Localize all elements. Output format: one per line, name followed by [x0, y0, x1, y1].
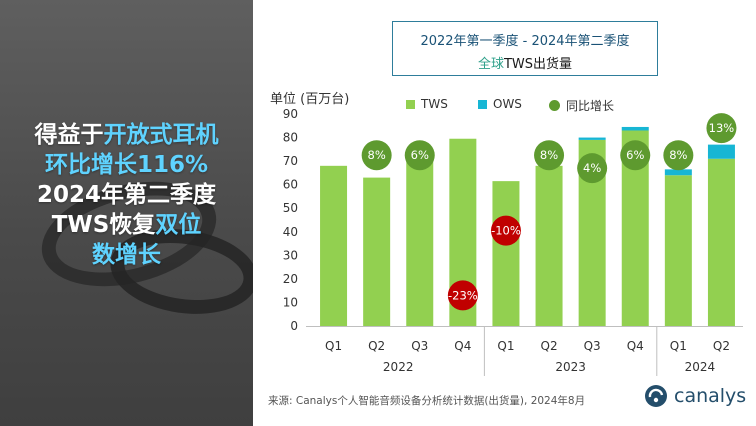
y-tick-label: 70	[283, 154, 298, 168]
growth-label-5: 8%	[540, 148, 558, 162]
bar-tws-8	[664, 175, 692, 326]
y-axis-unit-label: 单位 (百万台)	[270, 92, 350, 107]
x-tick-label: Q2	[368, 339, 385, 353]
headline-line-2: 环比增长116%	[44, 152, 209, 178]
headline-line-5: 数增长	[92, 242, 161, 268]
growth-label-6: 4%	[583, 161, 601, 175]
y-tick-label: 40	[283, 225, 298, 239]
legend-item-tws: TWS	[406, 97, 448, 111]
growth-label-3: -23%	[448, 288, 478, 302]
growth-bubble-5	[534, 140, 565, 171]
chart-subtitle: 全球TWS出货量	[477, 57, 573, 72]
x-tick-label: Q2	[541, 339, 558, 353]
growth-bubble-7	[620, 140, 651, 171]
headline-line-1: 得益于开放式耳机	[34, 122, 219, 148]
growth-bubble-3	[447, 280, 478, 311]
x-tick-label: Q3	[411, 339, 428, 353]
x-year-label: 2024	[685, 360, 716, 374]
headline-line-4: TWS恢复双位	[51, 212, 202, 238]
growth-label-8: 8%	[669, 148, 687, 162]
growth-label-2: 6%	[411, 148, 429, 162]
brand-name: canalys	[674, 385, 747, 407]
y-tick-label: 80	[283, 131, 298, 145]
bar-ows-6	[578, 137, 606, 140]
x-tick-label: Q1	[497, 339, 514, 353]
growth-bubble-9	[706, 113, 737, 144]
canalys-logo-icon	[645, 385, 667, 407]
chart-title: 2022年第一季度 - 2024年第二季度	[420, 34, 630, 49]
legend-swatch-ows	[478, 99, 487, 109]
headline: 得益于开放式耳机 环比增长116% 2024年第二季度 TWS恢复双位 数增长	[0, 120, 253, 270]
bar-tws-1	[363, 177, 391, 326]
legend-item-ows: OWS	[478, 97, 522, 111]
y-tick-label: 50	[283, 201, 298, 215]
y-tick-label: 20	[283, 272, 298, 286]
growth-label-7: 6%	[626, 148, 644, 162]
growth-label-1: 8%	[368, 148, 386, 162]
y-tick-label: 30	[283, 248, 298, 262]
headline-line-3: 2024年第二季度	[36, 182, 216, 208]
x-tick-label: Q4	[627, 339, 644, 353]
growth-bubble-2	[404, 140, 435, 171]
growth-label-9: 13%	[709, 121, 735, 135]
source-note: 来源: Canalys个人智能音频设备分析统计数据(出货量), 2024年8月	[268, 395, 586, 407]
legend-swatch-tws	[406, 99, 415, 109]
growth-label-4: -10%	[491, 224, 521, 238]
bar-tws-2	[406, 158, 434, 326]
x-tick-label: Q2	[713, 339, 730, 353]
bar-ows-9	[707, 144, 735, 159]
x-tick-label: Q3	[584, 339, 601, 353]
growth-bubble-1	[361, 140, 392, 171]
growth-bubble-6	[577, 153, 608, 184]
y-tick-label: 0	[290, 319, 298, 333]
x-tick-label: Q1	[325, 339, 342, 353]
x-tick-label: Q1	[670, 339, 687, 353]
bar-tws-0	[320, 165, 348, 326]
bar-ows-8	[664, 169, 692, 176]
brand-logo: canalys	[644, 384, 746, 408]
y-tick-label: 90	[283, 107, 298, 121]
bar-tws-4	[492, 181, 520, 326]
growth-bubble-8	[663, 140, 694, 171]
bar-ows-7	[621, 126, 649, 131]
chart-title-box: 2022年第一季度 - 2024年第二季度 全球TWS出货量	[392, 21, 658, 76]
legend-dot-growth	[549, 100, 560, 111]
legend-item-growth: 同比增长	[549, 97, 614, 114]
x-year-label: 2022	[383, 360, 414, 374]
bar-tws-5	[535, 165, 563, 326]
y-tick-label: 10	[283, 295, 298, 309]
bar-tws-9	[707, 158, 735, 326]
growth-bubble-4	[490, 215, 521, 246]
x-tick-label: Q4	[454, 339, 471, 353]
y-tick-label: 60	[283, 178, 298, 192]
x-year-label: 2023	[555, 360, 586, 374]
left-panel: 得益于开放式耳机 环比增长116% 2024年第二季度 TWS恢复双位 数增长	[0, 0, 253, 426]
